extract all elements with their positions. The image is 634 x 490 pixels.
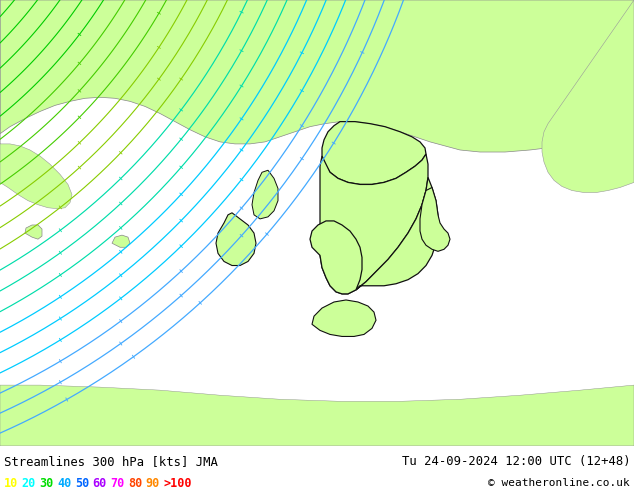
Text: © weatheronline.co.uk: © weatheronline.co.uk <box>488 478 630 489</box>
Polygon shape <box>25 225 42 239</box>
Polygon shape <box>542 0 634 193</box>
Text: 10: 10 <box>4 477 18 490</box>
Polygon shape <box>420 188 450 251</box>
Polygon shape <box>310 221 362 294</box>
Polygon shape <box>312 300 376 337</box>
Polygon shape <box>322 122 426 184</box>
Text: Tu 24-09-2024 12:00 UTC (12+48): Tu 24-09-2024 12:00 UTC (12+48) <box>401 455 630 468</box>
Polygon shape <box>216 213 256 266</box>
Polygon shape <box>0 0 72 209</box>
Polygon shape <box>252 170 278 219</box>
Polygon shape <box>0 0 634 152</box>
Text: >100: >100 <box>164 477 192 490</box>
Text: 80: 80 <box>128 477 142 490</box>
Text: 90: 90 <box>146 477 160 490</box>
Text: 40: 40 <box>57 477 71 490</box>
Polygon shape <box>112 235 130 247</box>
Text: 20: 20 <box>22 477 36 490</box>
Text: 60: 60 <box>93 477 107 490</box>
Polygon shape <box>320 154 428 294</box>
Text: Streamlines 300 hPa [kts] JMA: Streamlines 300 hPa [kts] JMA <box>4 455 217 468</box>
Text: 30: 30 <box>39 477 53 490</box>
Polygon shape <box>356 177 438 290</box>
Polygon shape <box>0 385 634 446</box>
Text: 70: 70 <box>110 477 124 490</box>
Text: 50: 50 <box>75 477 89 490</box>
